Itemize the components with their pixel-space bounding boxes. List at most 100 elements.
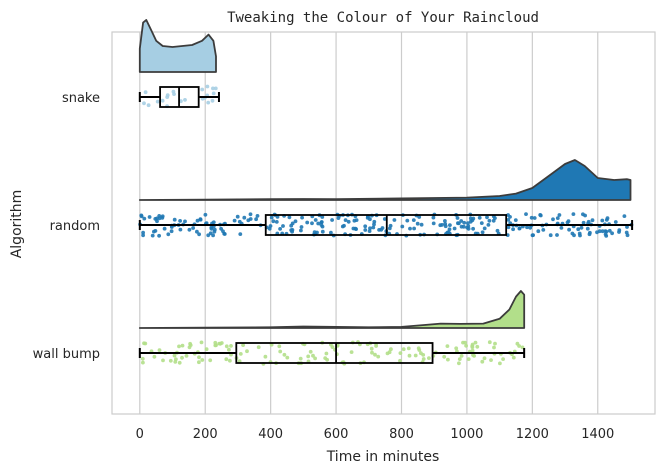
chart-title: Tweaking the Colour of Your Raincloud — [227, 10, 539, 26]
rain-point — [256, 345, 261, 350]
rain-point — [487, 218, 492, 223]
rain-point — [346, 219, 351, 224]
rain-point — [613, 220, 618, 224]
rain-point — [380, 226, 385, 230]
rain-point — [198, 217, 203, 222]
rain-point — [285, 355, 290, 360]
rain-point — [316, 221, 321, 226]
rain-point — [513, 218, 518, 223]
rain-point — [388, 223, 393, 228]
rain-point — [398, 358, 402, 363]
rain-point — [150, 233, 155, 238]
rain-point — [213, 86, 218, 91]
rain-point — [480, 359, 485, 364]
rain-point — [160, 216, 165, 220]
rain-point — [141, 230, 146, 235]
rain-point — [406, 346, 411, 351]
rain-point — [419, 351, 423, 356]
rain-point — [299, 228, 303, 233]
rain-point — [459, 354, 464, 358]
rain-point — [208, 231, 213, 236]
rain-point — [415, 221, 420, 226]
rain-point — [204, 347, 209, 352]
rain-point — [464, 343, 468, 348]
rain-point — [482, 226, 487, 231]
rain-point — [587, 232, 592, 237]
rain-point — [289, 228, 294, 233]
rain-point — [442, 354, 447, 359]
rain-point — [152, 354, 157, 359]
rain-point — [155, 99, 160, 104]
rain-point — [472, 354, 476, 358]
rain-point — [152, 229, 156, 234]
rain-point — [492, 345, 496, 350]
density-cloud — [138, 290, 526, 329]
rain-point — [493, 341, 497, 346]
y-tick-label: random — [50, 219, 100, 234]
rain-point — [354, 218, 359, 223]
rain-point — [187, 227, 192, 232]
rain-point — [541, 228, 546, 232]
rain-point — [462, 220, 467, 225]
x-tick-label: 1400 — [581, 427, 614, 442]
rain-point — [278, 349, 283, 354]
rain-point — [565, 220, 570, 225]
rain-point — [389, 347, 393, 352]
rain-point — [184, 354, 189, 358]
rain-point — [139, 213, 144, 218]
rain-point — [168, 358, 173, 363]
rain-point — [227, 347, 231, 352]
rain-point — [142, 101, 146, 106]
rain-point — [195, 218, 200, 223]
rain-point — [407, 353, 412, 358]
rain-point — [524, 212, 528, 217]
rain-point — [457, 357, 462, 361]
rain-point — [172, 353, 177, 358]
rain-point — [254, 217, 258, 222]
rain-point — [536, 229, 541, 234]
rain-point — [473, 340, 478, 345]
density-cloud — [138, 19, 217, 73]
rain-point — [213, 340, 218, 345]
rain-point — [329, 230, 333, 235]
rain-point — [282, 352, 287, 357]
rain-point — [489, 358, 493, 362]
rain-point — [209, 225, 214, 230]
rain-point — [160, 98, 165, 103]
rain-point — [300, 215, 304, 220]
rain-point — [330, 218, 334, 222]
rain-point — [457, 221, 461, 226]
rain-point — [576, 227, 581, 232]
rain-point — [443, 219, 447, 223]
rain-point — [625, 225, 629, 229]
rain-point — [183, 219, 187, 224]
rain-point — [372, 222, 376, 227]
rain-point — [517, 344, 521, 348]
rain-point — [224, 357, 229, 362]
rain-point — [583, 213, 587, 218]
rain-point — [486, 223, 491, 227]
rain-point — [172, 217, 177, 222]
rain-point — [401, 347, 406, 352]
rain-point — [180, 355, 184, 360]
rain-point — [206, 100, 211, 105]
rain-point — [400, 224, 405, 229]
rain-point — [187, 345, 192, 350]
rain-point — [581, 220, 586, 225]
rain-point — [511, 227, 515, 232]
rain-point — [498, 361, 502, 366]
rain-point — [324, 351, 329, 356]
rain-point — [245, 349, 249, 354]
rain-point — [457, 361, 461, 366]
rain-point — [208, 358, 213, 363]
rain-point — [308, 349, 313, 354]
rain-point — [465, 225, 470, 230]
rain-point — [320, 215, 325, 219]
rain-point — [141, 233, 146, 238]
x-tick-label: 400 — [258, 427, 283, 442]
rain-point — [183, 98, 187, 102]
rain-point — [548, 233, 553, 238]
rain-point — [237, 359, 242, 363]
rain-point — [617, 228, 622, 233]
